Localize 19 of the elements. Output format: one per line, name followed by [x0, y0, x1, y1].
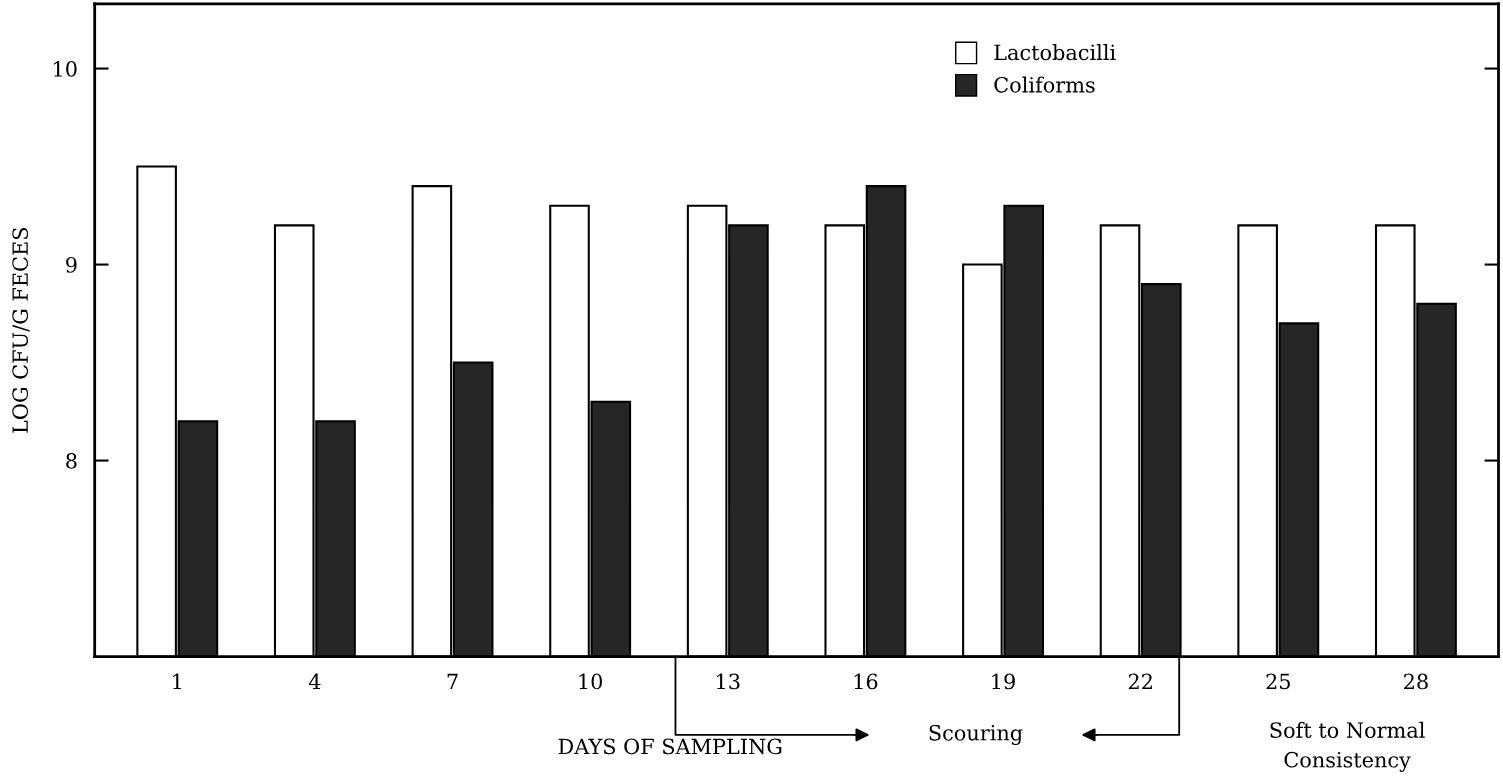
x-tick-label: 22: [1128, 673, 1152, 690]
x-axis-title: DAYS OF SAMPLING: [558, 738, 782, 755]
x-tick-label: 10: [579, 673, 603, 690]
text: Soft to Normal Consistency: [1270, 721, 1425, 772]
x-tick-label: 1: [173, 673, 181, 690]
x-tick-label: 4: [308, 673, 321, 690]
x-tick-label: 28: [1404, 673, 1428, 690]
x-tick-label: 25: [1266, 673, 1290, 690]
legend-label: Coliforms: [994, 76, 1095, 93]
text: Scouring: [929, 724, 1023, 745]
x-tick-label: 7: [447, 673, 458, 690]
y-axis-title: LOG CFU/G FECES: [12, 228, 30, 433]
y-tick-label: 9: [66, 257, 77, 273]
y-tick-label: 10: [54, 61, 77, 77]
x-tick-label: 16: [854, 673, 878, 690]
y-tick-label: 8: [66, 453, 77, 469]
x-tick-label: 19: [992, 673, 1015, 690]
x-tick-label: 13: [717, 673, 740, 690]
legend-label: Lactobacilli: [994, 44, 1116, 61]
